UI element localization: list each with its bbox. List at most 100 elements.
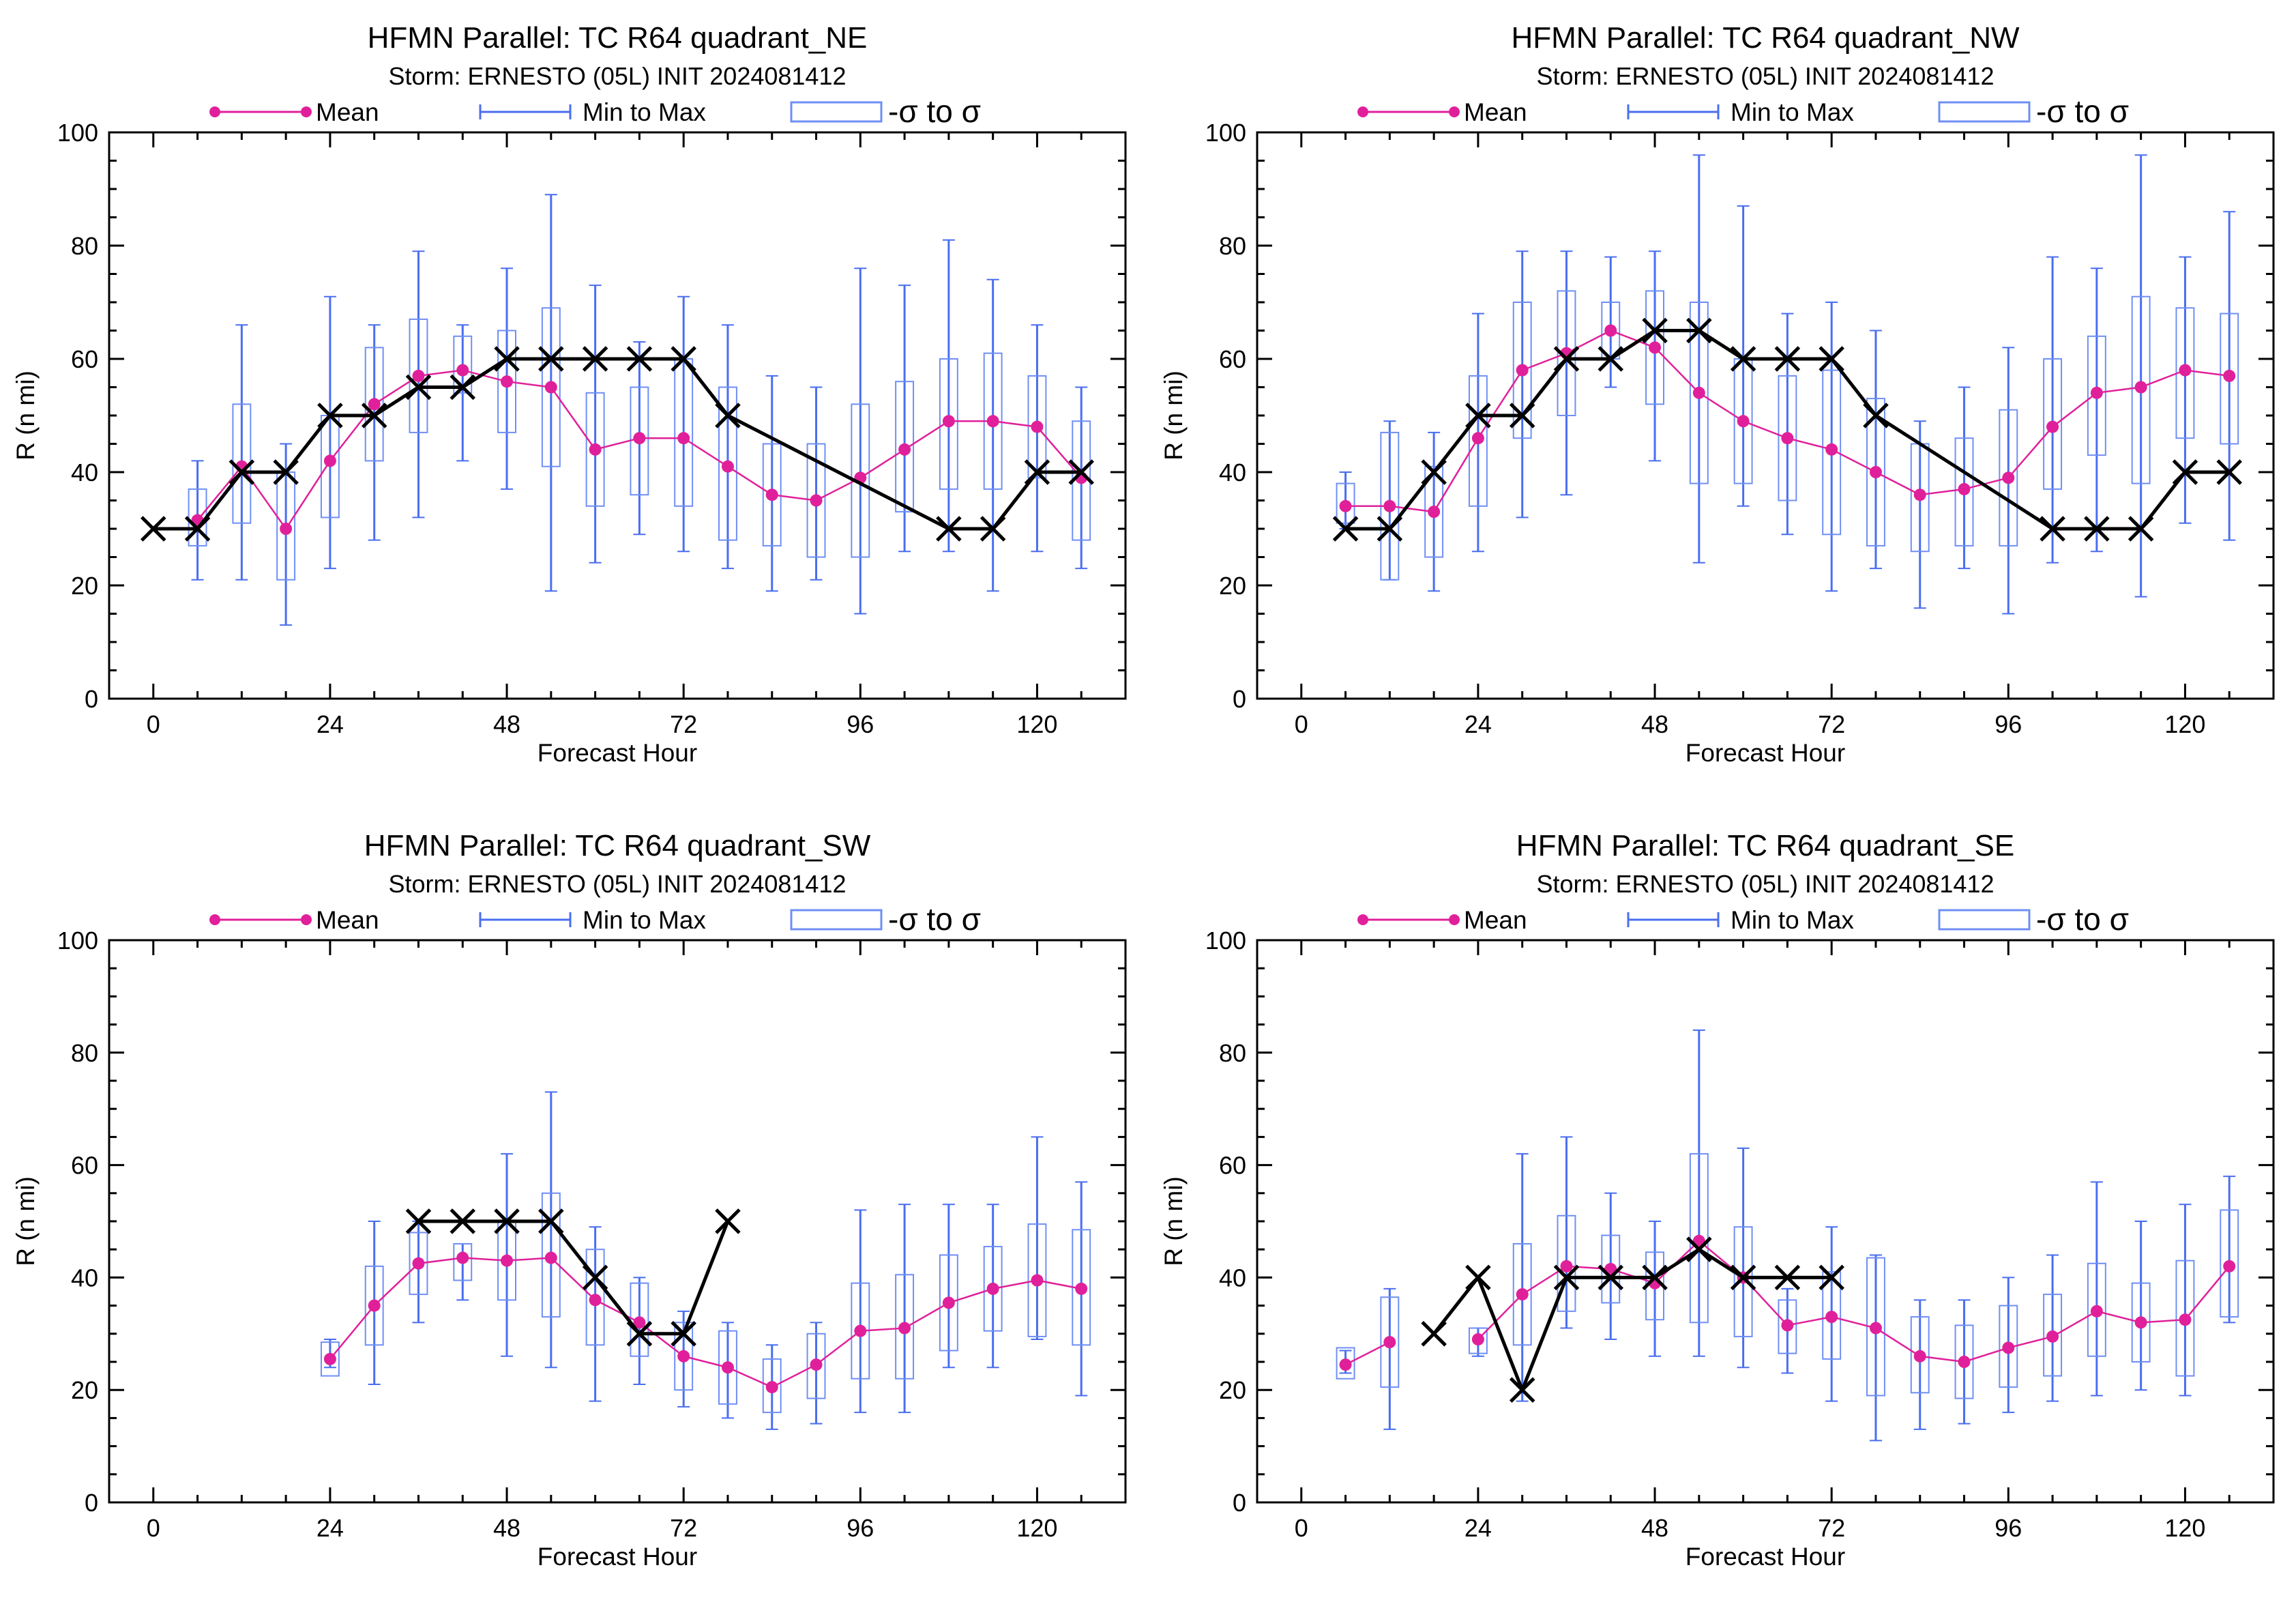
y-tick-label: 60 xyxy=(1219,345,1246,373)
x-tick-label: 48 xyxy=(1641,710,1668,738)
sigma-box xyxy=(762,443,782,547)
mean-point xyxy=(1339,1358,1352,1371)
x-axis-label: Forecast Hour xyxy=(1686,739,1845,767)
legend-sigma-box xyxy=(1938,101,2031,123)
mean-point xyxy=(633,432,646,445)
best-track-marker-stroke xyxy=(1024,459,1050,485)
best-track-marker-stroke xyxy=(715,403,741,428)
sigma-box xyxy=(541,307,561,467)
y-tick-label: 100 xyxy=(1205,927,1246,955)
mean-point xyxy=(2134,381,2147,394)
best-track-marker xyxy=(1863,403,1889,428)
mean-point xyxy=(456,1251,469,1264)
best-track-marker-stroke xyxy=(450,1208,476,1234)
mean-point xyxy=(2134,1316,2147,1329)
best-track-marker xyxy=(2216,459,2242,485)
sigma-box xyxy=(541,1192,561,1318)
mean-point xyxy=(544,381,557,394)
mean-point xyxy=(765,1381,778,1394)
y-tick-label: 20 xyxy=(71,572,98,600)
sigma-box xyxy=(2087,1262,2106,1357)
mean-point xyxy=(1781,1319,1794,1332)
y-tick-label: 20 xyxy=(1219,1376,1246,1404)
best-track-marker xyxy=(2084,516,2110,542)
x-tick-label: 72 xyxy=(1818,710,1845,738)
best-track-marker-stroke xyxy=(582,1264,608,1291)
sigma-box xyxy=(1954,1324,1974,1399)
best-track-marker xyxy=(1819,1264,1844,1291)
legend-mean-label: Mean xyxy=(316,906,379,934)
x-tick-label: 0 xyxy=(1295,1514,1308,1542)
chart-title: HFMN Parallel: TC R64 quadrant_NE xyxy=(368,21,868,55)
mean-point xyxy=(1958,1356,1971,1368)
best-track-marker xyxy=(582,1264,608,1291)
mean-point xyxy=(721,1361,734,1374)
best-track-marker-stroke xyxy=(494,1208,520,1234)
sigma-box xyxy=(2087,335,2106,456)
mean-point xyxy=(1869,1322,1882,1335)
best-track-marker xyxy=(1421,1321,1447,1347)
best-track-marker xyxy=(538,346,564,372)
mean-point xyxy=(1825,1311,1838,1324)
mean-point xyxy=(1383,499,1396,512)
best-track-marker-stroke xyxy=(1553,346,1580,372)
mean-point xyxy=(1428,506,1441,519)
best-track-marker xyxy=(494,1208,520,1234)
y-tick-label: 80 xyxy=(71,1039,98,1067)
best-track-marker-stroke xyxy=(450,374,476,400)
best-track-line xyxy=(153,357,1082,531)
best-track-marker-stroke xyxy=(1421,1321,1447,1347)
best-track-marker xyxy=(626,1321,653,1347)
x-tick-label: 96 xyxy=(847,710,874,738)
mean-point xyxy=(2046,420,2059,433)
y-tick-label: 0 xyxy=(85,685,98,713)
x-tick-label: 0 xyxy=(1295,710,1308,738)
sigma-box xyxy=(2220,1209,2239,1318)
y-tick-label: 0 xyxy=(85,1489,98,1517)
sigma-box xyxy=(1336,482,1355,524)
best-track-marker-stroke xyxy=(1686,317,1712,344)
y-tick-label: 20 xyxy=(71,1376,98,1404)
legend-sigma-box xyxy=(1938,909,2031,931)
best-track-marker xyxy=(2128,516,2154,542)
legend-mean-label: Mean xyxy=(1464,906,1527,934)
mean-point xyxy=(2002,471,2015,484)
best-track-marker xyxy=(1465,403,1491,428)
best-track-marker-stroke xyxy=(1598,346,1624,372)
best-track-marker-stroke xyxy=(2084,516,2110,542)
sigma-box xyxy=(2220,312,2239,445)
best-track-marker-stroke xyxy=(1465,1264,1491,1291)
y-tick-label: 100 xyxy=(57,119,98,147)
best-track-marker-stroke xyxy=(1332,516,1359,542)
y-tick-label: 20 xyxy=(1219,572,1246,600)
mean-point xyxy=(1781,432,1794,445)
best-track-marker-stroke xyxy=(2128,516,2154,542)
sigma-box xyxy=(630,1282,649,1357)
x-axis-label: Forecast Hour xyxy=(538,739,697,767)
sigma-box xyxy=(1512,302,1532,439)
best-track-marker xyxy=(1819,346,1844,372)
best-track-marker-stroke xyxy=(671,346,696,372)
mean-point xyxy=(1516,1288,1529,1301)
sigma-box xyxy=(1999,409,2018,547)
sigma-box xyxy=(1027,1223,1047,1337)
mean-point xyxy=(1869,466,1882,478)
mean-point xyxy=(2179,1313,2192,1326)
legend: Mean Min to Max -σ to σ xyxy=(1357,93,2129,129)
sigma-box xyxy=(939,1254,958,1352)
best-track-marker-stroke xyxy=(538,1208,564,1234)
y-tick-label: 40 xyxy=(71,1264,98,1292)
y-tick-label: 0 xyxy=(1233,1489,1246,1517)
best-track-marker-stroke xyxy=(317,403,343,428)
best-track-marker-stroke xyxy=(1774,1264,1801,1291)
mean-point xyxy=(1031,1274,1044,1287)
sigma-box xyxy=(1733,1226,1753,1337)
best-track-marker-stroke xyxy=(1598,1264,1624,1291)
best-track-marker-stroke xyxy=(2172,459,2198,485)
sigma-box xyxy=(320,1341,340,1377)
sigma-box xyxy=(1557,1214,1576,1312)
plot-frame xyxy=(108,131,1127,700)
best-track-marker xyxy=(1332,516,1359,542)
best-track-marker-stroke xyxy=(626,1321,653,1347)
